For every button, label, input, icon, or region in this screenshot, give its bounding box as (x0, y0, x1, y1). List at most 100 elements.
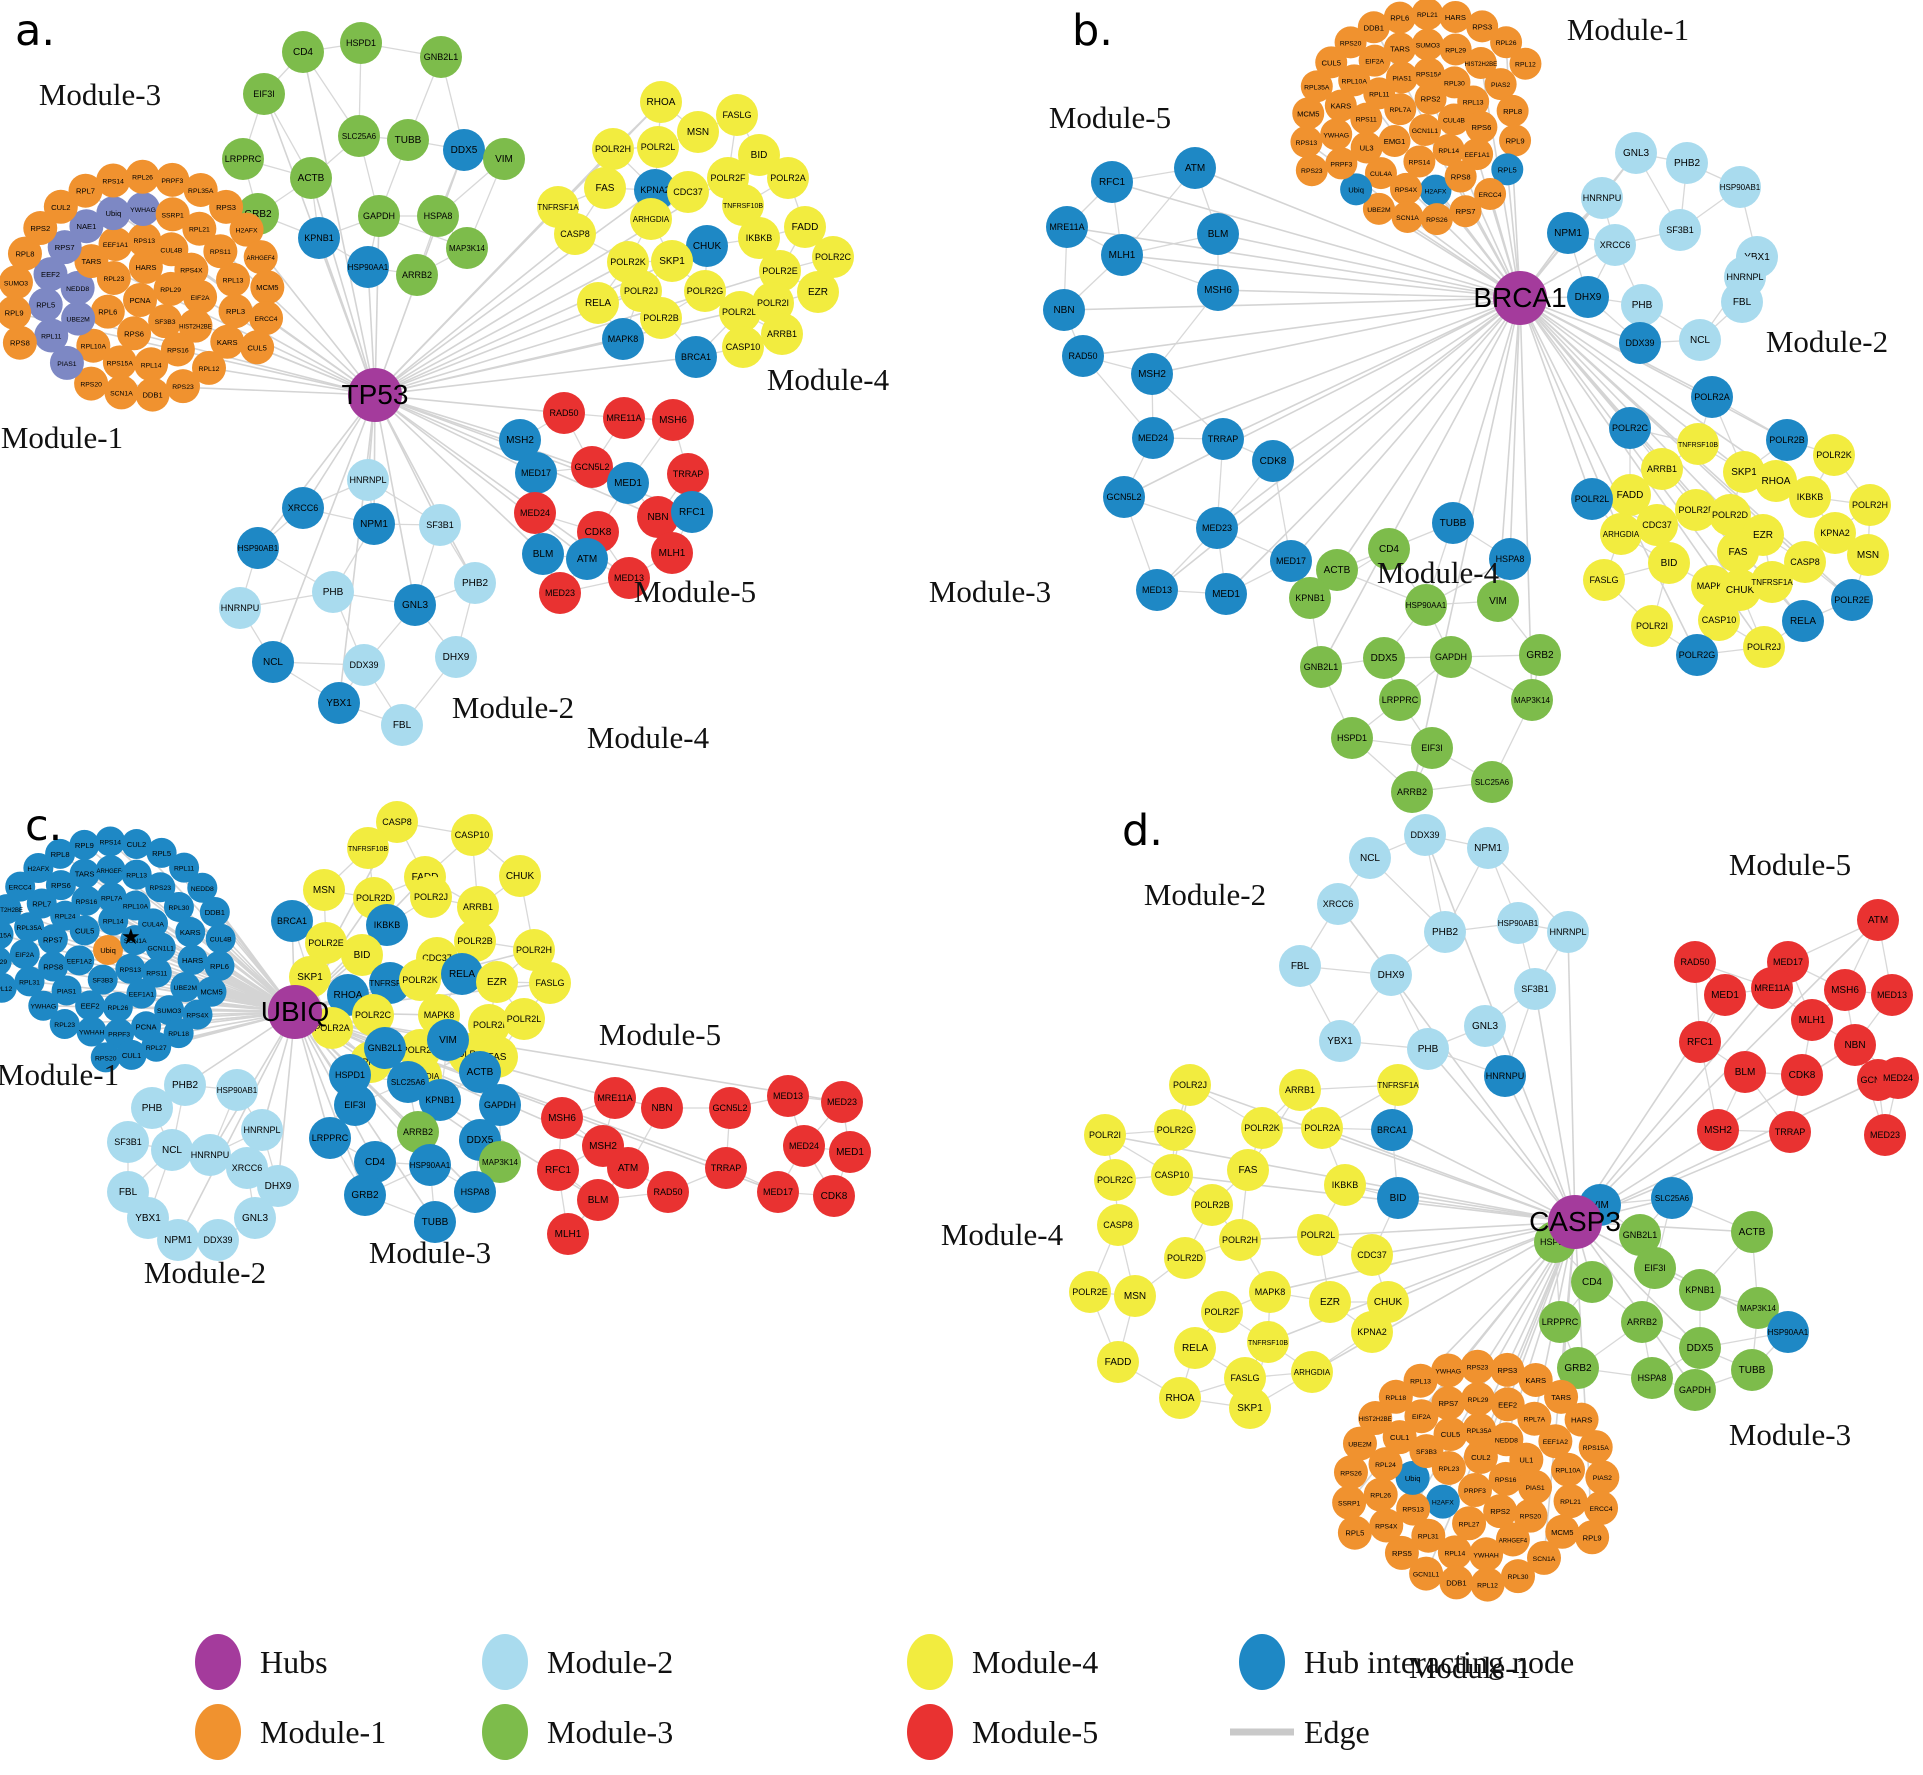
node-POLR2C[interactable]: POLR2C (1094, 1159, 1136, 1201)
node-MED17[interactable]: MED17 (515, 452, 557, 494)
node-SUMO3[interactable]: SUMO3 (1411, 28, 1444, 61)
node-TRRAP[interactable]: TRRAP (1769, 1111, 1811, 1153)
node-HSPD1[interactable]: HSPD1 (340, 22, 382, 64)
node-POLR2K[interactable]: POLR2K (1813, 434, 1855, 476)
node-MED24[interactable]: MED24 (514, 492, 556, 534)
node-RPL10A[interactable]: RPL10A (76, 328, 111, 363)
node-GNL3[interactable]: GNL3 (1615, 132, 1657, 174)
node-POLR2E[interactable]: POLR2E (1831, 579, 1873, 621)
node-TUBB[interactable]: TUBB (1432, 502, 1474, 544)
node-HARS[interactable]: HARS (1564, 1402, 1599, 1437)
node-BRCA1[interactable]: BRCA1 (1371, 1109, 1413, 1151)
node-H2AFX[interactable]: H2AFX (23, 852, 54, 883)
node-RPS20[interactable]: RPS20 (1513, 1498, 1548, 1533)
node-IKBKB[interactable]: IKBKB (1789, 476, 1831, 518)
node-RPS3[interactable]: RPS3 (209, 189, 244, 224)
node-CDK8[interactable]: CDK8 (1781, 1054, 1823, 1096)
node-RPL11[interactable]: RPL11 (34, 318, 69, 353)
node-RPS2[interactable]: RPS2 (23, 211, 58, 246)
node-DDX5[interactable]: DDX5 (443, 129, 485, 171)
node-TRRAP[interactable]: TRRAP (667, 453, 709, 495)
node-MED23[interactable]: MED23 (1864, 1114, 1906, 1156)
node-YWHAG[interactable]: YWHAG (1320, 118, 1353, 151)
node-SF3B3[interactable]: SF3B3 (87, 964, 118, 995)
node-ARHGEF4[interactable]: ARHGEF4 (243, 240, 278, 275)
node-RPL26[interactable]: RPL26 (1490, 26, 1523, 59)
node-UBE2M[interactable]: UBE2M (1362, 192, 1395, 225)
node-NEDD8[interactable]: NEDD8 (60, 270, 95, 305)
node-RPL11[interactable]: RPL11 (169, 852, 200, 883)
node-PIAS1[interactable]: PIAS1 (51, 975, 82, 1006)
node-RPL6[interactable]: RPL6 (204, 950, 235, 981)
node-MCM5[interactable]: MCM5 (1292, 97, 1325, 130)
node-RPS7[interactable]: RPS7 (1431, 1386, 1466, 1421)
node-TARS[interactable]: TARS (1383, 32, 1416, 65)
node-CASP8[interactable]: CASP8 (554, 213, 596, 255)
node-RPL7[interactable]: RPL7 (26, 888, 57, 919)
node-TUBB[interactable]: TUBB (414, 1201, 456, 1243)
node-RPS4X[interactable]: RPS4X (1389, 172, 1422, 205)
node-HIST2H2BE[interactable]: HIST2H2BE (1358, 1401, 1393, 1436)
node-MSH2[interactable]: MSH2 (1697, 1109, 1739, 1151)
node-EIF2A[interactable]: EIF2A (1358, 44, 1391, 77)
node-RPL13[interactable]: RPL13 (1403, 1363, 1438, 1398)
node-RAD50[interactable]: RAD50 (647, 1171, 689, 1213)
node-HNRNPL[interactable]: HNRNPL (347, 459, 389, 501)
node-RPS6[interactable]: RPS6 (117, 316, 152, 351)
node-SF3B3[interactable]: SF3B3 (148, 304, 183, 339)
node-POLR2C[interactable]: POLR2C (812, 236, 854, 278)
node-MED13[interactable]: MED13 (767, 1075, 809, 1117)
node-Ubiq[interactable]: Ubiq (93, 935, 123, 965)
node-PHB2[interactable]: PHB2 (164, 1064, 206, 1106)
node-MED24[interactable]: MED24 (1132, 417, 1174, 459)
node-RPL9[interactable]: RPL9 (0, 295, 32, 330)
node-ARRB1[interactable]: ARRB1 (761, 313, 803, 355)
node-BID[interactable]: BID (1648, 542, 1690, 584)
node-CHUK[interactable]: CHUK (1719, 569, 1761, 611)
node-POLR2H[interactable]: POLR2H (513, 929, 555, 971)
node-SSRP1[interactable]: SSRP1 (1332, 1485, 1367, 1520)
node-HSP90AB1[interactable]: HSP90AB1 (216, 1069, 258, 1111)
node-GNB2L1[interactable]: GNB2L1 (1619, 1214, 1661, 1256)
node-CUL5[interactable]: CUL5 (240, 330, 275, 365)
node-SCN1A[interactable]: SCN1A (104, 375, 139, 410)
node-TNFRSF10B[interactable]: TNFRSF10B (1677, 423, 1719, 465)
node-BID[interactable]: BID (1377, 1177, 1419, 1219)
node-RAD50[interactable]: RAD50 (1062, 335, 1104, 377)
node-CASP8[interactable]: CASP8 (376, 801, 418, 843)
node-MED13[interactable]: MED13 (608, 557, 650, 599)
node-EIF3I[interactable]: EIF3I (1634, 1247, 1676, 1289)
node-MED23[interactable]: MED23 (821, 1081, 863, 1123)
node-YWHAG[interactable]: YWHAG (28, 990, 59, 1021)
node-RPS13[interactable]: RPS13 (1290, 125, 1323, 158)
node-RPL5[interactable]: RPL5 (1337, 1515, 1372, 1550)
node-NBN[interactable]: NBN (641, 1087, 683, 1129)
node-RPS8[interactable]: RPS8 (1444, 160, 1477, 193)
node-RELA[interactable]: RELA (577, 282, 619, 324)
node-NBN[interactable]: NBN (1043, 289, 1085, 331)
node-EEF1A2[interactable]: EEF1A2 (64, 945, 95, 976)
node-SKP1[interactable]: SKP1 (1229, 1387, 1271, 1429)
node-EIF2A[interactable]: EIF2A (183, 279, 218, 314)
node-HSP90AA1[interactable]: HSP90AA1 (1767, 1311, 1809, 1353)
node-ARRB2[interactable]: ARRB2 (1621, 1301, 1663, 1343)
node-MRE11A[interactable]: MRE11A (594, 1077, 636, 1119)
node-HSP90AA1[interactable]: HSP90AA1 (409, 1144, 451, 1186)
node-SSRP1[interactable]: SSRP1 (155, 197, 190, 232)
node-EZR[interactable]: EZR (1309, 1281, 1351, 1323)
node-HARS[interactable]: HARS (1439, 0, 1472, 33)
node-FASLG[interactable]: FASLG (716, 94, 758, 136)
node-EIF2A[interactable]: EIF2A (9, 939, 40, 970)
node-TUBB[interactable]: TUBB (1731, 1349, 1773, 1391)
node-MLH1[interactable]: MLH1 (1101, 234, 1143, 276)
node-RHOA[interactable]: RHOA (640, 81, 682, 123)
node-ARRB2[interactable]: ARRB2 (1391, 771, 1433, 813)
node-RELA[interactable]: RELA (441, 953, 483, 995)
node-RPS7[interactable]: RPS7 (1449, 195, 1482, 228)
node-MSH2[interactable]: MSH2 (1131, 353, 1173, 395)
node-YBX1[interactable]: YBX1 (318, 682, 360, 724)
node-SKP1[interactable]: SKP1 (1723, 451, 1765, 493)
node-POLR2G[interactable]: POLR2G (1154, 1109, 1196, 1151)
node-RPS16[interactable]: RPS16 (160, 332, 195, 367)
node-CDC37[interactable]: CDC37 (1351, 1234, 1393, 1276)
